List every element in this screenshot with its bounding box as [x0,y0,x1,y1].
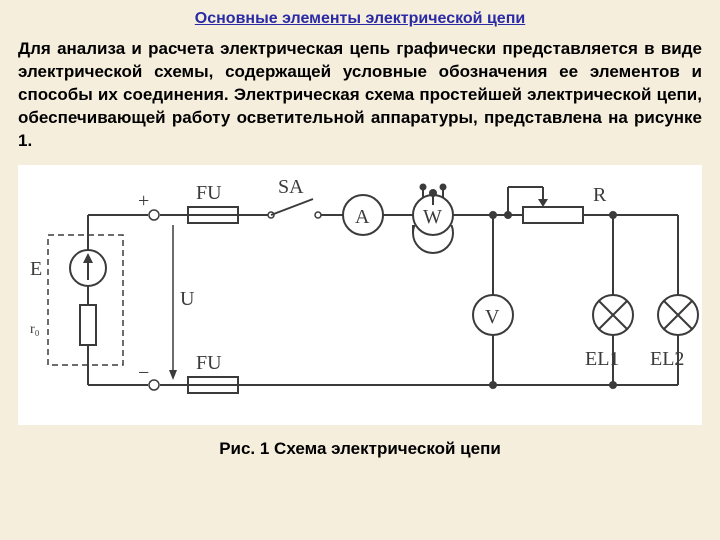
fu-top-label: FU [196,182,222,204]
body-paragraph: Для анализа и расчета электрическая цепь… [18,38,702,153]
wattmeter-label: W [423,206,442,228]
fu-bottom-label: FU [196,352,222,374]
ammeter-label: A [355,206,370,228]
r-label: R [593,184,607,206]
circuit-diagram: + FU SA A [18,165,702,425]
el1-label: EL1 [585,348,619,370]
sa-label: SA [278,176,304,198]
page-title: Основные элементы электрической цепи [18,10,702,28]
el2-label: EL2 [650,348,684,370]
plus-label: + [138,190,149,212]
minus-label: − [138,362,149,384]
r0-label: r₀ [30,322,40,337]
e-label: E [30,258,42,280]
voltmeter-label: V [485,306,500,328]
u-label: U [180,288,195,310]
figure-caption: Рис. 1 Схема электрической цепи [18,439,702,459]
